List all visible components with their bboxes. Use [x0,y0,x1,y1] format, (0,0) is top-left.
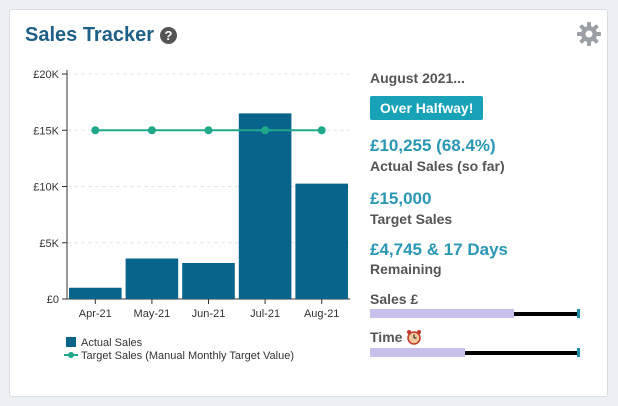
chart-legend: Actual Sales Target Sales (Manual Monthl… [64,337,294,362]
legend-label-actual: Actual Sales [81,337,143,349]
bar-actual-May-21[interactable] [125,258,179,300]
widget-title: Sales Tracker ? [25,24,177,47]
widget-title-text: Sales Tracker [25,24,154,46]
legend-label-target: Target Sales (Manual Monthly Target Valu… [81,350,294,362]
sales-progress-bar [370,309,580,318]
remaining-label: Remaining [370,261,442,277]
remaining-value: £4,745 & 17 Days [370,240,508,259]
y-tick-label: £20K [33,69,59,81]
x-tick-label: Aug-21 [304,308,339,320]
alarm-clock-icon [407,330,422,345]
time-progress-track [370,351,580,355]
legend-swatch-actual [66,337,76,347]
time-progress-label: Time [370,329,422,345]
actual-sales-value: £10,255 (68.4%) [370,136,496,155]
sales-progress-label-text: Sales £ [370,291,419,307]
target-point-May-21[interactable] [147,126,156,135]
sales-progress-fill [370,309,514,318]
sales-progress-end [577,309,580,318]
sales-progress-label: Sales £ [370,291,418,307]
gear-icon[interactable] [576,21,602,47]
time-progress-label-text: Time [370,329,403,345]
actual-sales-label: Actual Sales (so far) [370,158,505,174]
y-tick-label: £10K [33,182,59,194]
target-point-Jun-21[interactable] [204,126,213,135]
bar-actual-Apr-21[interactable] [69,287,122,299]
status-badge: Over Halfway! [370,96,484,120]
sales-chart: £0 £5K £10K £15K £20K Apr-21 May-21 Jun-21 Jul-… [33,69,350,362]
bar-actual-Jul-21[interactable] [238,113,292,299]
target-point-Aug-21[interactable] [317,126,326,135]
target-point-Apr-21[interactable] [91,126,100,135]
time-progress-fill [370,348,465,357]
legend-marker-target [68,352,74,358]
y-tick-label: £15K [33,125,59,137]
target-sales-value: £15,000 [370,189,432,208]
help-icon[interactable]: ? [160,27,177,44]
time-progress-end [577,348,580,357]
y-tick-label: £5K [39,238,59,250]
target-point-Jul-21[interactable] [261,126,270,135]
y-tick-label: £0 [47,294,59,306]
month-heading: August 2021... [370,70,465,86]
target-sales-label: Target Sales [370,211,453,227]
x-tick-label: May-21 [134,308,171,320]
x-tick-label: Jun-21 [192,308,226,320]
time-progress-bar [370,348,580,357]
bar-actual-Jun-21[interactable] [182,263,235,299]
bar-actual-Aug-21[interactable] [295,183,348,299]
sales-tracker-card: Sales Tracker ? £0 £5K £10K £15K £20K Apr-21… [9,9,608,397]
x-tick-label: Apr-21 [79,308,112,320]
x-tick-label: Jul-21 [250,308,280,320]
